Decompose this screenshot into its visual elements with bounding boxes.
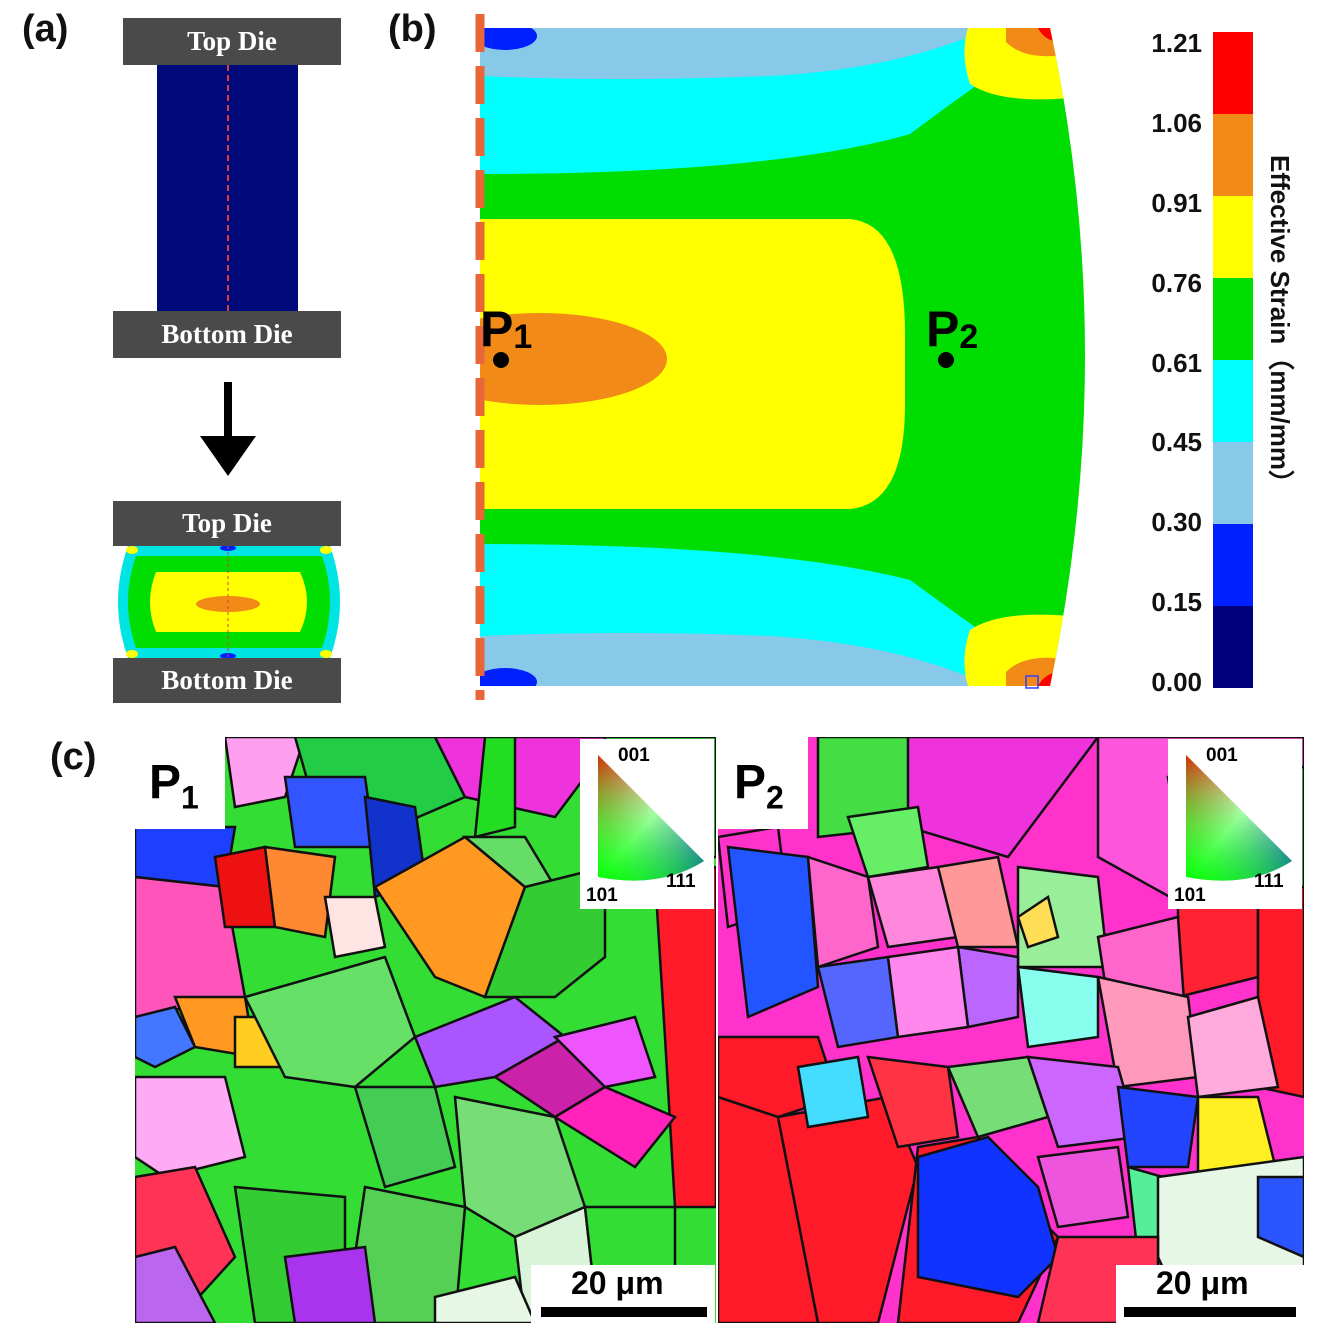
colorbar-segment <box>1213 360 1253 442</box>
ebsd-p1-tag: P1 <box>135 737 225 829</box>
ipf-101-label-p2: 101 <box>1174 885 1206 906</box>
colorbar-tick-label: 0.15 <box>1151 587 1202 618</box>
ebsd-map-p1 <box>135 737 716 1323</box>
bottom-die-label: Bottom Die <box>161 319 293 349</box>
colorbar-title-wrap: Effective Strain（mm/mm） <box>1262 155 1302 575</box>
strain-contour-map <box>475 14 1085 700</box>
billet-deformed <box>118 546 340 658</box>
colorbar-tick-label: 1.06 <box>1151 107 1202 138</box>
down-arrow-icon <box>200 382 256 476</box>
bottom-die-label-lower: Bottom Die <box>161 665 293 695</box>
colorbar <box>1213 32 1253 688</box>
ebsd-p2-tag: P2 <box>718 737 808 829</box>
panel-b-label: (b) <box>388 8 437 50</box>
colorbar-segment <box>1213 278 1253 360</box>
top-die-lower: Top Die <box>113 501 341 546</box>
ipf-111-label-p2: 111 <box>1254 871 1284 892</box>
colorbar-title: Effective Strain（mm/mm） <box>1265 155 1295 496</box>
scale-bar-p2-label: 20 μm <box>1156 1265 1249 1301</box>
scale-bar-p1-label: 20 μm <box>571 1265 664 1301</box>
point-p2-label: P2 <box>926 301 979 357</box>
colorbar-tick-label: 0.76 <box>1151 267 1202 298</box>
colorbar-tick-label: 0.45 <box>1151 427 1202 458</box>
colorbar-segment <box>1213 606 1253 688</box>
billet-centerline <box>227 65 229 311</box>
point-p2-dot <box>938 352 954 368</box>
panel-a-label: (a) <box>22 8 69 50</box>
bottom-die-lower: Bottom Die <box>113 658 341 703</box>
top-die-upper: Top Die <box>123 18 341 65</box>
point-p1-label: P1 <box>480 301 533 357</box>
colorbar-segment <box>1213 524 1253 606</box>
colorbar-tick-label: 0.00 <box>1151 667 1202 697</box>
colorbar-segment <box>1213 114 1253 196</box>
ipf-001-label-p2: 001 <box>1206 745 1238 766</box>
colorbar-segment <box>1213 196 1253 278</box>
top-die-label: Top Die <box>187 26 277 56</box>
bottom-die-upper: Bottom Die <box>113 311 341 358</box>
colorbar-tick-label: 0.91 <box>1151 187 1202 218</box>
ipf-legend-p1: 001 101 111 <box>580 739 714 909</box>
colorbar-tick-label: 1.21 <box>1151 28 1202 58</box>
colorbar-tick-label: 0.61 <box>1151 347 1202 378</box>
colorbar-segment <box>1213 32 1253 114</box>
point-p1-dot <box>493 352 509 368</box>
ipf-101-label: 101 <box>586 885 618 906</box>
colorbar-ticks: 1.21 1.06 0.91 0.76 0.61 0.45 0.30 0.15 0.00 <box>1122 28 1202 698</box>
panel-c-label: (c) <box>50 736 97 778</box>
ipf-legend-p2: 001 101 111 <box>1168 739 1302 909</box>
colorbar-tick-label: 0.30 <box>1151 507 1202 538</box>
scale-bar-p2: 20 μm <box>1116 1265 1304 1323</box>
ipf-111-label: 111 <box>666 871 696 892</box>
scale-bar-p1: 20 μm <box>531 1265 715 1323</box>
top-die-label-lower: Top Die <box>182 508 272 538</box>
colorbar-segment <box>1213 442 1253 524</box>
ipf-001-label: 001 <box>618 745 650 766</box>
